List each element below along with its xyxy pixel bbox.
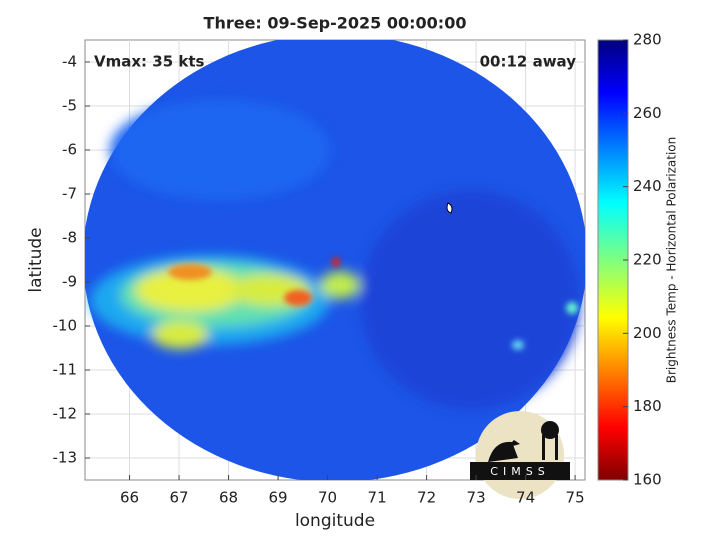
x-tick-label: 70 (318, 489, 337, 507)
swath (85, 40, 585, 480)
colorbar-tick-label: 180 (633, 397, 662, 415)
y-tick-label: -8 (62, 229, 77, 247)
colorbar-tick-label: 240 (633, 177, 662, 195)
y-tick-label: -11 (53, 361, 78, 379)
logo: CIMSS (470, 411, 570, 499)
colorbar-tick-label: 200 (633, 324, 662, 342)
y-tick-label: -12 (53, 405, 78, 423)
annotation: 00:12 away (480, 53, 577, 71)
x-tick-label: 69 (269, 489, 288, 507)
x-tick-label: 67 (170, 489, 189, 507)
logo-text: CIMSS (490, 465, 549, 478)
y-tick-label: -9 (62, 273, 77, 291)
y-tick-label: -13 (53, 449, 78, 467)
colorbar-tick-label: 220 (633, 251, 662, 269)
y-tick-label: -5 (62, 97, 77, 115)
annotation: Vmax: 35 kts (94, 53, 204, 71)
y-tick-label: -7 (62, 185, 77, 203)
x-tick-label: 71 (368, 489, 387, 507)
colorbar-label: Brightness Temp - Horizontal Polarizatio… (665, 137, 679, 384)
x-tick-label: 66 (120, 489, 139, 507)
x-axis-label: longitude (295, 511, 375, 531)
x-tick-label: 73 (467, 489, 486, 507)
y-tick-label: -6 (62, 141, 77, 159)
y-tick-label: -10 (53, 317, 78, 335)
y-axis-label: latitude (26, 227, 46, 292)
x-tick-label: 68 (219, 489, 238, 507)
x-tick-label: 75 (566, 489, 585, 507)
colorbar-tick-label: 260 (633, 104, 662, 122)
chart-title: Three: 09-Sep-2025 00:00:00 (204, 14, 467, 33)
x-tick-label: 74 (516, 489, 535, 507)
colorbar-tick-label: 280 (633, 31, 662, 49)
colorbar-tick-label: 160 (633, 471, 662, 489)
y-tick-label: -4 (62, 53, 77, 71)
x-tick-label: 72 (417, 489, 436, 507)
